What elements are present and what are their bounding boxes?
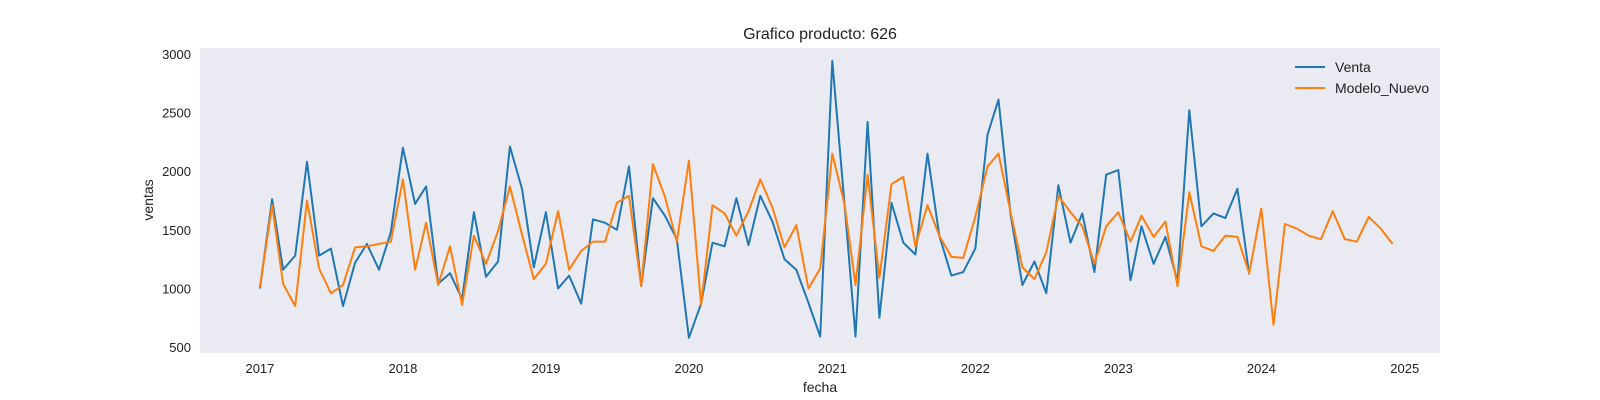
y-tick-label: 1000 [162,281,191,296]
x-tick-label: 2025 [1390,361,1419,376]
y-axis-label: ventas [140,179,156,220]
x-axis: 2017 2018 2019 2020 2021 2022 2023 2024 2025 [245,361,1419,376]
y-tick-label: 500 [169,340,191,355]
plot-background [200,48,1440,353]
y-tick-label: 2500 [162,106,191,121]
x-tick-label: 2021 [818,361,847,376]
x-tick-label: 2022 [961,361,990,376]
x-tick-label: 2023 [1104,361,1133,376]
x-tick-label: 2018 [388,361,417,376]
y-tick-label: 1500 [162,223,191,238]
legend: Venta Modelo_Nuevo [1295,59,1429,96]
x-tick-label: 2020 [674,361,703,376]
legend-label-venta: Venta [1335,59,1371,75]
series-layer [258,59,1394,339]
legend-label-modelo-nuevo: Modelo_Nuevo [1335,80,1429,96]
series-line-venta [258,59,1251,339]
chart-title: Grafico producto: 626 [743,26,897,43]
series-line-modelo-nuevo [258,152,1394,326]
y-tick-label: 2000 [162,164,191,179]
x-tick-label: 2024 [1247,361,1276,376]
y-tick-label: 3000 [162,47,191,62]
y-axis: 500 1000 1500 2000 2500 3000 [162,47,191,355]
x-tick-label: 2017 [245,361,274,376]
x-tick-label: 2019 [531,361,560,376]
x-axis-label: fecha [803,379,837,395]
